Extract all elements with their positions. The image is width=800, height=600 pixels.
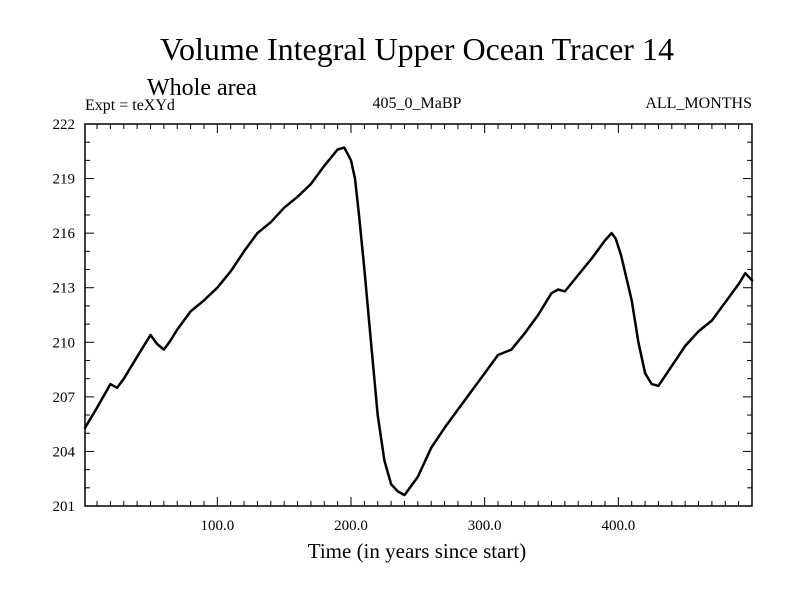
y-tick-label: 222	[53, 117, 76, 133]
chart-title: Volume Integral Upper Ocean Tracer 14	[160, 31, 674, 67]
series-line	[83, 146, 754, 497]
y-tick-label: 213	[53, 281, 76, 297]
axis-ticks	[85, 123, 753, 507]
y-tick-label: 204	[53, 444, 76, 460]
y-tick-label: 207	[53, 390, 76, 406]
y-tick-label: 216	[53, 226, 76, 242]
x-tick-label: 100.0	[200, 518, 234, 534]
x-tick-label: 400.0	[601, 518, 635, 534]
x-axis-label: Time (in years since start)	[308, 539, 527, 563]
y-tick-label: 219	[53, 172, 76, 188]
plot-frame	[84, 123, 753, 507]
experiment-label: Expt = teXYd	[85, 97, 175, 114]
x-tick-label: 200.0	[334, 518, 368, 534]
y-tick-label: 210	[53, 335, 76, 351]
months-label: ALL_MONTHS	[645, 95, 752, 112]
y-tick-label: 201	[53, 499, 76, 515]
run-label: 405_0_MaBP	[373, 95, 462, 112]
chart-subtitle: Whole area	[147, 75, 257, 101]
axis-tick-labels: 100.0 200.0 300.0 400.0 201 204 207 210 213 216 21…	[53, 117, 636, 534]
x-tick-label: 300.0	[468, 518, 502, 534]
